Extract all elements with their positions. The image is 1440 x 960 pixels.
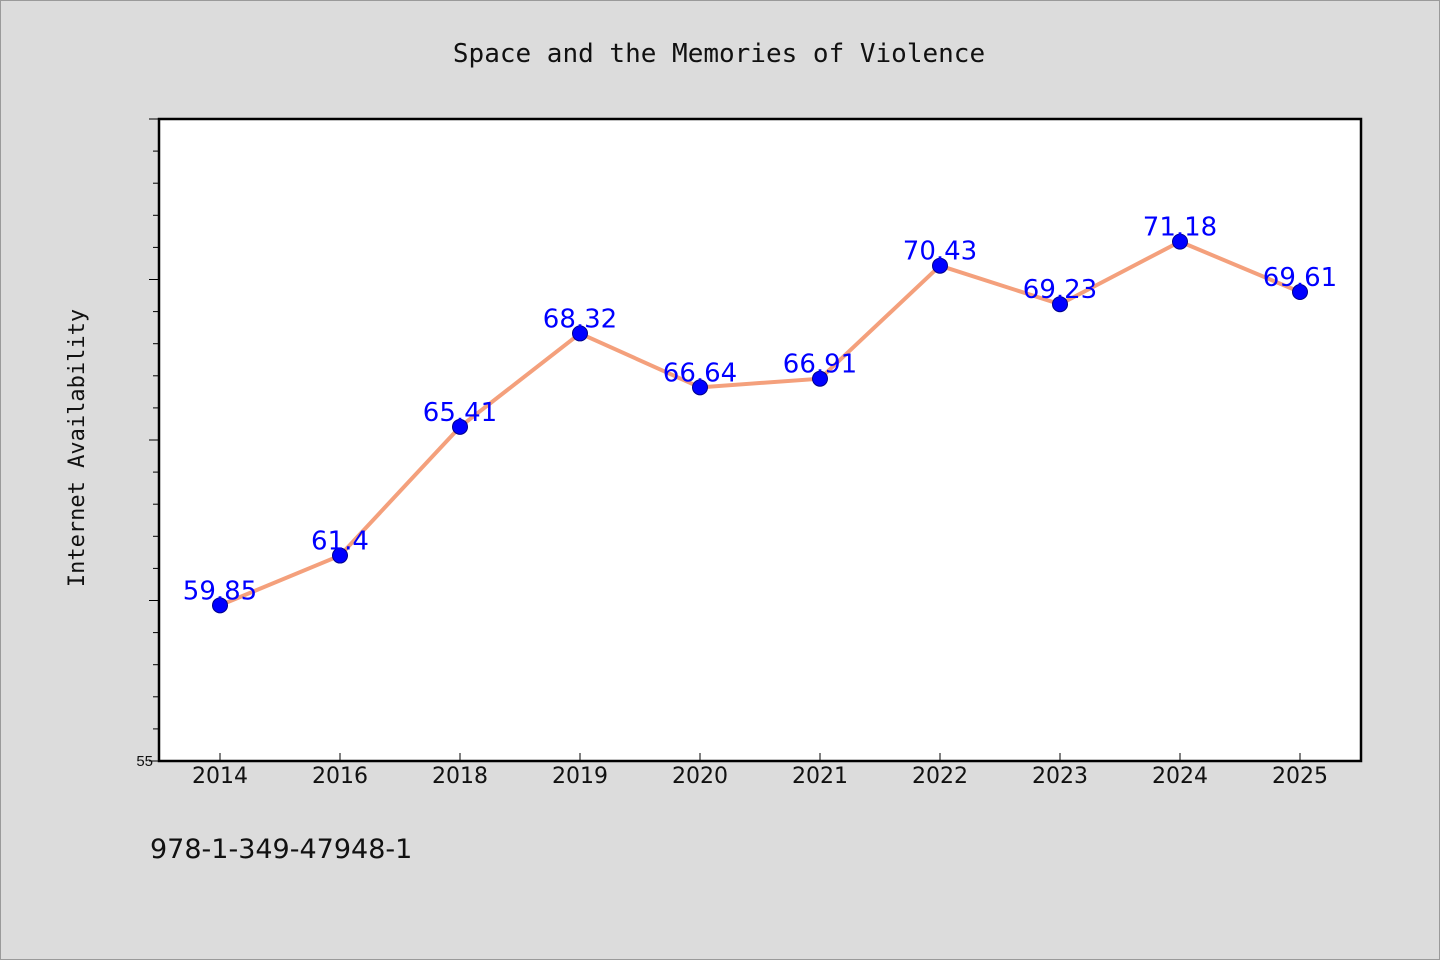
data-point-2020 xyxy=(692,379,708,396)
footnote-isbn: 978-1-349-47948-1 xyxy=(150,834,413,865)
data-label-2018: 65.41 xyxy=(423,398,497,428)
data-markers xyxy=(212,233,1308,614)
x-tick-label: 2022 xyxy=(912,764,968,789)
data-point-2024 xyxy=(1172,233,1188,250)
data-point-2019 xyxy=(572,325,588,342)
data-label-2020: 66.64 xyxy=(663,358,737,388)
plot-area xyxy=(157,117,1363,763)
x-tick-label: 2014 xyxy=(192,764,248,789)
data-point-2016 xyxy=(332,547,348,564)
data-point-2014 xyxy=(212,597,228,614)
x-tick-label: 2024 xyxy=(1152,764,1208,789)
x-tick-label: 2016 xyxy=(312,764,368,789)
data-point-2022 xyxy=(932,257,948,274)
data-label-2016: 61.4 xyxy=(311,527,369,557)
data-label-2019: 68.32 xyxy=(543,304,617,334)
data-label-2025: 69.61 xyxy=(1263,263,1337,293)
y-tick-label: 55 xyxy=(136,753,153,770)
x-tick-label: 2020 xyxy=(672,764,728,789)
y-axis-ticks: 55 xyxy=(136,118,159,770)
x-axis-ticks: 2014 2016 2018 2019 2020 2021 2022 2023 2024 2025 xyxy=(192,753,1328,789)
data-point-2021 xyxy=(812,370,828,387)
data-label-2014: 59.85 xyxy=(183,576,257,606)
x-tick-label: 2019 xyxy=(552,764,608,789)
chart-title: Space and the Memories of Violence xyxy=(453,39,985,69)
data-point-2023 xyxy=(1052,296,1068,313)
x-tick-label: 2025 xyxy=(1272,764,1328,789)
y-axis-label: Internet Availability xyxy=(65,309,90,587)
x-tick-label: 2023 xyxy=(1032,764,1088,789)
data-label-2021: 66.91 xyxy=(783,350,857,380)
data-label-2024: 71.18 xyxy=(1143,213,1217,243)
data-point-2025 xyxy=(1292,284,1308,301)
data-labels: 59.85 61.4 65.41 68.32 66.64 66.91 70.43 69.23 7… xyxy=(183,213,1337,607)
x-tick-label: 2018 xyxy=(432,764,488,789)
data-point-2018 xyxy=(452,418,468,435)
data-label-2023: 69.23 xyxy=(1023,275,1097,305)
data-label-2022: 70.43 xyxy=(903,237,977,267)
x-tick-label: 2021 xyxy=(792,764,848,789)
series-line xyxy=(218,239,1302,608)
